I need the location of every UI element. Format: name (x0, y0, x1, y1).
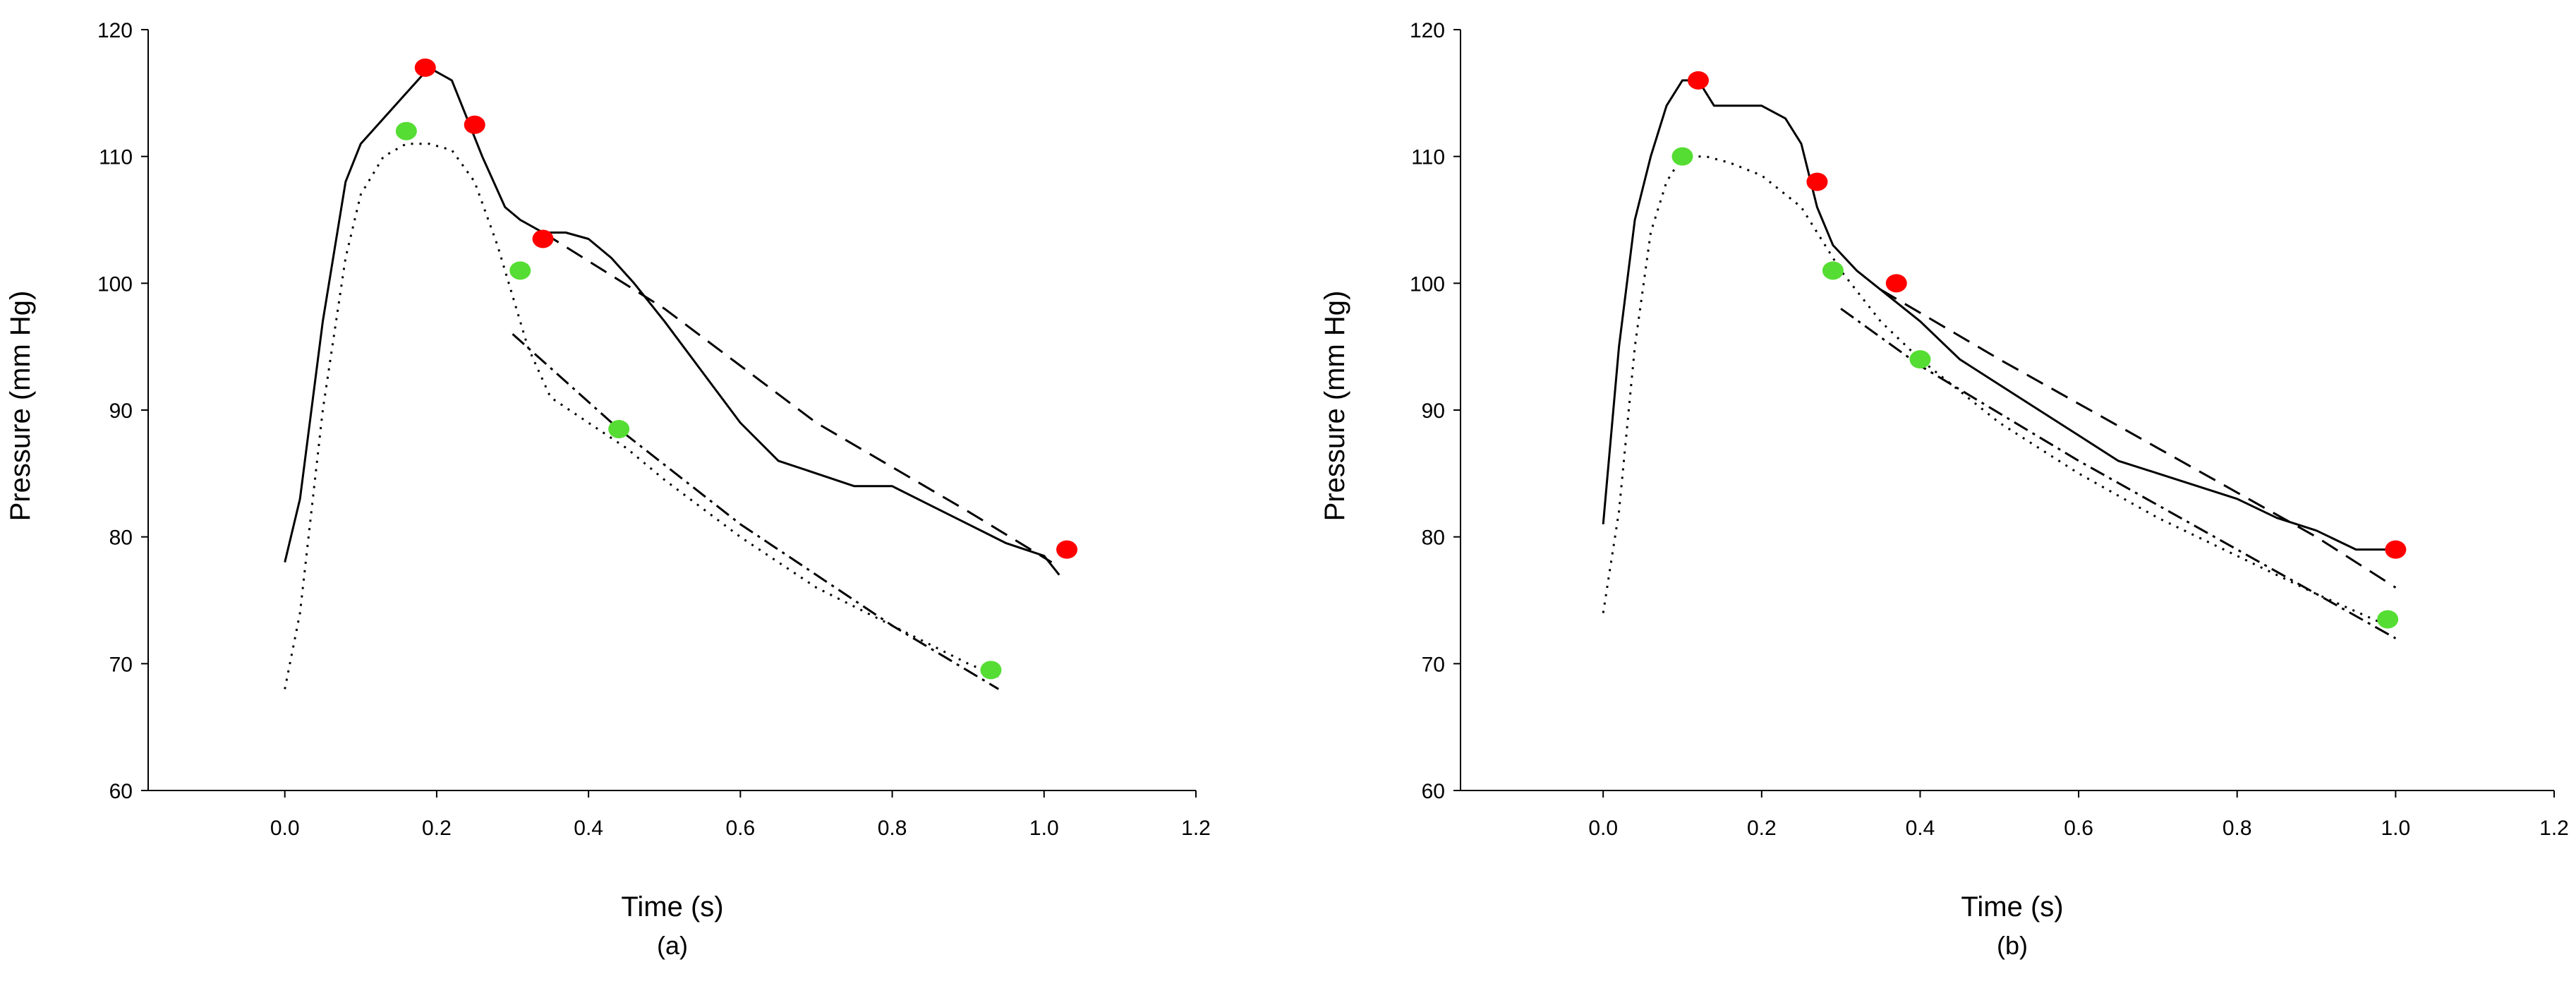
red-point-a (532, 229, 554, 248)
y-tick-label-b: 70 (1422, 653, 1445, 676)
plot-frame-b: 60 70 80 90 100 110 120 0.0 0.2 0.4 0.6 0.8 1.0 1.2 (1410, 19, 2569, 840)
green-point-b (1822, 261, 1844, 280)
green-point-a (980, 661, 1002, 680)
green-point-a (608, 419, 630, 438)
chart-panel-b: 60 70 80 90 100 110 120 0.0 0.2 0.4 0.6 0.8 1.0 1.2 P… (1319, 19, 2569, 960)
panel-label-b: (b) (1997, 931, 2028, 960)
red-point-a (414, 58, 436, 77)
red-point-a (464, 115, 485, 134)
x-tick-label-b: 0.6 (2064, 817, 2093, 840)
y-tick-label-a: 90 (109, 399, 133, 423)
x-tick-label-a: 0.8 (878, 817, 907, 840)
series-line-solid-a (284, 66, 1060, 576)
y-tick-label-b: 90 (1422, 399, 1445, 423)
x-tick-label-b: 0.2 (1747, 817, 1777, 840)
series-line-dashed-b (1880, 289, 2397, 589)
y-tick-label-a: 110 (99, 146, 133, 169)
y-tick-label-b: 60 (1422, 780, 1445, 803)
y-tick-label-b: 110 (1411, 146, 1445, 169)
y-tick-label-a: 120 (97, 19, 133, 42)
y-tick-label-a: 70 (109, 653, 133, 676)
x-tick-label-b: 1.0 (2381, 817, 2411, 840)
y-tick-label-b: 80 (1422, 527, 1445, 550)
series-line-dash-dot-a (512, 333, 999, 690)
green-point-a (509, 261, 531, 280)
x-tick-label-b: 0.8 (2223, 817, 2252, 840)
chart-panel-a: 60 70 80 90 100 110 120 0.0 0.2 0.4 0.6 0.8 1.0 1.2 P… (5, 19, 1211, 960)
y-axis-label-b: Pressure (mm Hg) (1319, 291, 1350, 522)
red-point-b (1806, 172, 1828, 191)
y-tick-label-a: 80 (109, 527, 133, 550)
x-tick-label-a: 1.2 (1181, 817, 1211, 840)
x-axis-label-a: Time (s) (621, 891, 723, 922)
x-axis-label-b: Time (s) (1961, 891, 2063, 922)
y-tick-label-b: 100 (1410, 272, 1445, 296)
x-tick-label-a: 0.0 (270, 817, 300, 840)
red-point-b (1687, 71, 1709, 90)
red-point-b (2385, 540, 2407, 559)
x-tick-label-a: 0.2 (422, 817, 452, 840)
green-point-a (395, 121, 417, 140)
green-point-b (2377, 610, 2399, 629)
x-tick-label-b: 0.0 (1588, 817, 1618, 840)
series-line-dash-dot-b (1840, 308, 2397, 639)
series-line-dashed-a (542, 232, 1053, 563)
y-axis-label-a: Pressure (mm Hg) (5, 291, 36, 522)
series-line-dotted-a (284, 143, 999, 690)
green-point-b (1909, 350, 1931, 369)
x-tick-label-a: 0.6 (725, 817, 755, 840)
x-tick-label-b: 0.4 (1906, 817, 1935, 840)
green-point-b (1671, 147, 1693, 166)
y-tick-label-a: 60 (109, 780, 133, 803)
series-line-solid-b (1602, 79, 2396, 551)
series-line-dotted-b (1602, 155, 2388, 627)
x-tick-label-b: 1.2 (2539, 817, 2569, 840)
y-tick-label-a: 100 (97, 272, 133, 296)
plot-frame-a: 60 70 80 90 100 110 120 0.0 0.2 0.4 0.6 0.8 1.0 1.2 (97, 19, 1211, 840)
x-tick-label-a: 1.0 (1029, 817, 1059, 840)
y-tick-label-b: 120 (1410, 19, 1445, 42)
panel-label-a: (a) (657, 931, 688, 960)
red-point-a (1056, 540, 1078, 559)
red-point-b (1885, 274, 1907, 293)
x-tick-label-a: 0.4 (574, 817, 603, 840)
